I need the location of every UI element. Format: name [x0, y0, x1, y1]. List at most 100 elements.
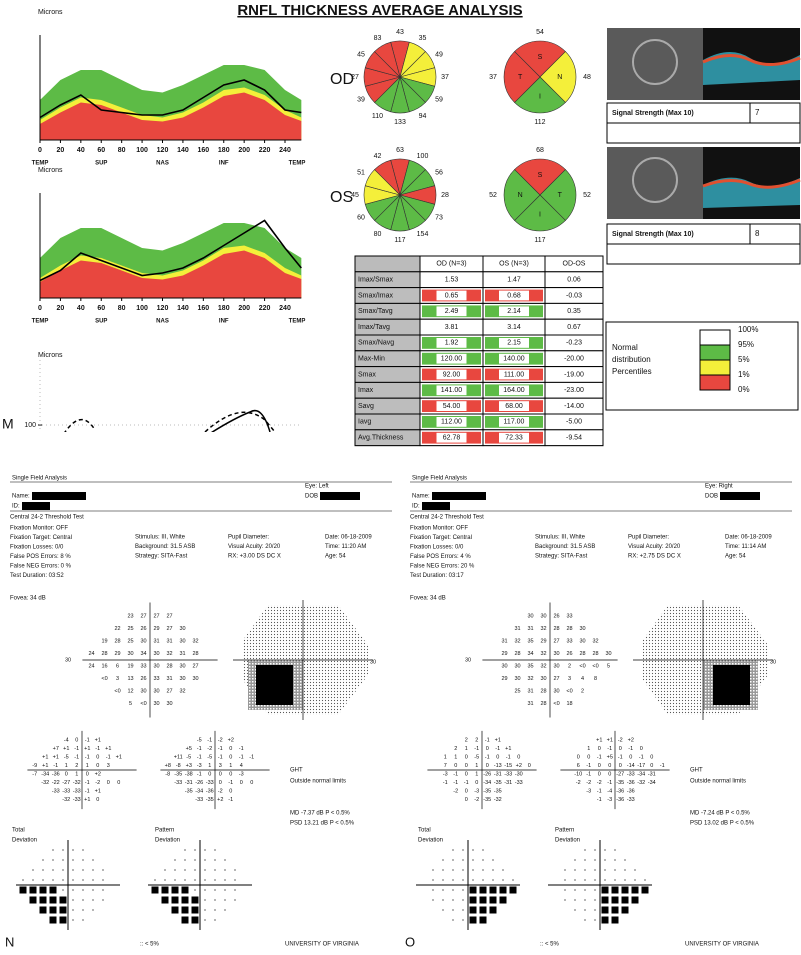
info: Fixation Losses: 0/0: [10, 545, 64, 551]
field-value: -1: [218, 755, 223, 761]
field-value: 0: [517, 755, 520, 761]
field-value: -26: [195, 780, 203, 786]
plot-label: Deviation: [555, 838, 580, 844]
plot-label: Total: [418, 828, 431, 834]
field-value: -9: [32, 763, 37, 769]
probability-symbol: [432, 899, 434, 901]
field-value: -27: [616, 772, 624, 778]
field-value: 16: [101, 664, 107, 670]
probability-symbol: [191, 916, 199, 924]
field-value: -1: [464, 780, 469, 786]
field-value: 0: [219, 772, 222, 778]
probability-symbol: [479, 916, 487, 924]
probability-symbol: [594, 919, 596, 921]
signal-box: [606, 122, 801, 144]
field-value: 0: [608, 763, 611, 769]
field-value: 30: [553, 651, 559, 657]
field-value: +1: [84, 746, 90, 752]
probability-symbol: [82, 889, 84, 891]
field-value: -32: [41, 780, 49, 786]
cell-value: 0.06: [567, 277, 581, 284]
row-label: Imax/Tavg: [358, 324, 390, 331]
probability-symbol: [102, 899, 104, 901]
x-tick-label: 200: [238, 147, 250, 154]
field-value: -1: [74, 746, 79, 752]
field-value: 0: [208, 772, 211, 778]
clock-value: 63: [396, 147, 404, 154]
probability-symbol: [631, 886, 639, 894]
probability-symbol: [452, 859, 454, 861]
sector-label: TEMP: [289, 319, 306, 325]
probability-symbol: [594, 899, 596, 901]
field-value: -1: [85, 738, 90, 744]
axis-label: 30: [65, 657, 71, 663]
sector-label: INF: [219, 319, 229, 325]
clock-value: 60: [357, 214, 365, 221]
field-value: 30: [179, 626, 185, 632]
probability-symbol: [452, 919, 454, 921]
field-value: -1: [443, 780, 448, 786]
field-value: -34: [637, 772, 645, 778]
probability-symbol: [492, 879, 494, 881]
quadrant-value: 37: [489, 74, 497, 81]
probability-symbol: [634, 869, 636, 871]
probability-symbol: [499, 886, 507, 894]
probability-symbol: [214, 899, 216, 901]
cell-value: 3.14: [507, 324, 521, 331]
probability-symbol: [462, 849, 464, 851]
field-value: +1: [607, 738, 613, 744]
probability-symbol: [174, 869, 176, 871]
field-value: 34: [140, 651, 146, 657]
probability-symbol: [214, 889, 216, 891]
field-value: 0: [608, 772, 611, 778]
field-value: 0: [465, 797, 468, 803]
info: Date: 06-18-2009: [725, 535, 772, 541]
field-value: 32: [540, 664, 546, 670]
cell-value: 72.33: [505, 435, 523, 442]
field-value: 32: [514, 639, 520, 645]
probability-symbol: [72, 919, 74, 921]
md: MD -7.24 dB P < 0.5%: [690, 811, 750, 817]
field-value: 29: [501, 651, 507, 657]
probability-symbol: [82, 879, 84, 881]
probability-symbol: [611, 886, 619, 894]
probability-symbol: [489, 906, 497, 914]
probability-symbol: [641, 886, 649, 894]
x-tick-label: 140: [177, 305, 189, 312]
cell-color: [547, 305, 601, 318]
field-value: -27: [62, 780, 70, 786]
probability-symbol: [621, 896, 629, 904]
field-value: 25: [127, 639, 133, 645]
probability-symbol: [492, 869, 494, 871]
greyscale-defect: [713, 665, 750, 705]
field-value: -1: [85, 780, 90, 786]
probability-symbol: [512, 879, 514, 881]
field-value: -22: [52, 780, 60, 786]
field-value: +1: [505, 746, 511, 752]
probability-symbol: [42, 879, 44, 881]
field-value: -31: [185, 780, 193, 786]
probability-symbol: [72, 909, 74, 911]
probability-symbol: [584, 889, 586, 891]
quadrant-name: T: [518, 74, 523, 81]
field-value: +7: [53, 746, 59, 752]
x-tick-label: 220: [259, 147, 271, 154]
x-tick-label: 160: [197, 147, 209, 154]
redaction: [32, 492, 86, 500]
field-value: -3: [474, 789, 479, 795]
field-value: 5: [129, 701, 132, 707]
probability-symbol: [584, 859, 586, 861]
field-value: -33: [504, 772, 512, 778]
probability-symbol: [594, 909, 596, 911]
probability-symbol: [621, 886, 629, 894]
cell-value: 0.35: [567, 308, 581, 315]
field-value: 0: [496, 755, 499, 761]
field-value: -1: [607, 780, 612, 786]
field-value: -1: [53, 763, 58, 769]
probability-symbol: [92, 889, 94, 891]
field-value: -1: [197, 746, 202, 752]
probability-symbol: [181, 916, 189, 924]
field-value: 30: [514, 676, 520, 682]
field-value: 0: [465, 772, 468, 778]
probability-symbol: [452, 899, 454, 901]
